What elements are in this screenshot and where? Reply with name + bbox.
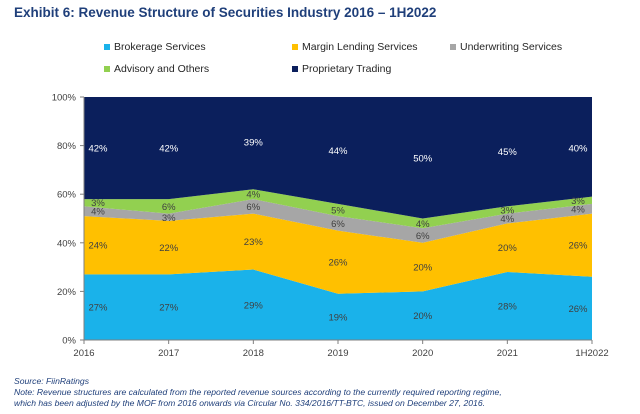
area-underwriting-services — [84, 199, 592, 243]
data-label-underwriting-services-1h2022: 4% — [571, 204, 585, 215]
data-label-margin-lending-services-2017: 22% — [159, 243, 179, 254]
data-label-proprietary-trading-2019: 44% — [328, 146, 348, 157]
x-tick-label-2019: 2019 — [327, 348, 348, 359]
data-label-brokerage-services-2019: 19% — [328, 312, 348, 323]
data-label-advisory-and-others-2021: 3% — [500, 206, 514, 217]
data-label-brokerage-services-2020: 20% — [413, 311, 433, 322]
data-label-underwriting-services-2017: 3% — [162, 213, 176, 224]
legend-label-brokerage-services: Brokerage Services — [114, 41, 206, 53]
data-label-brokerage-services-1h2022: 26% — [568, 304, 588, 315]
data-label-underwriting-services-2021: 4% — [500, 214, 514, 225]
y-tick-label-60: 60% — [57, 190, 77, 201]
legend-item-margin-lending-services: Margin Lending Services — [292, 41, 418, 53]
x-tick-label-2021: 2021 — [497, 348, 518, 359]
axes: 0% 20% 40% 60% 80% 100% 2016 2017 2018 2019 2020 20… — [52, 93, 609, 360]
data-label-advisory-and-others-1h2022: 3% — [571, 196, 585, 207]
x-tick-label-1h2022: 1H2022 — [575, 348, 608, 359]
data-label-brokerage-services-2018: 29% — [244, 300, 264, 311]
data-label-margin-lending-services-2020: 20% — [413, 263, 433, 274]
y-tick-label-40: 40% — [57, 238, 77, 249]
data-label-advisory-and-others-2018: 4% — [246, 190, 260, 201]
data-label-margin-lending-services-2018: 23% — [244, 237, 264, 248]
data-label-underwriting-services-2016: 4% — [91, 207, 105, 218]
legend-swatch-margin-lending-services — [292, 44, 298, 50]
data-label-advisory-and-others-2016: 3% — [91, 198, 105, 209]
legend-swatch-proprietary-trading — [292, 66, 298, 72]
legend-swatch-advisory-and-others — [104, 66, 110, 72]
data-label-brokerage-services-2017: 27% — [159, 303, 179, 314]
data-label-margin-lending-services-1h2022: 26% — [568, 241, 588, 252]
area-margin-lending-services — [84, 213, 592, 294]
legend: Brokerage Services Margin Lending Service… — [104, 41, 562, 75]
data-label-brokerage-services-2016: 27% — [88, 303, 108, 314]
note-text-line-2: which has been adjusted by the MOF from … — [14, 398, 485, 408]
chart-footer: Source: FiinRatings Note: Revenue struct… — [14, 376, 502, 409]
y-tick-label-80: 80% — [57, 141, 77, 152]
legend-label-proprietary-trading: Proprietary Trading — [302, 63, 391, 75]
legend-item-proprietary-trading: Proprietary Trading — [292, 63, 391, 75]
legend-item-advisory-and-others: Advisory and Others — [104, 63, 209, 75]
data-label-proprietary-trading-2016: 42% — [88, 144, 108, 155]
data-labels: 27% 27% 29% 19% 20% 28% 26% 24% 22% 23% 26% 20% 20% 2… — [88, 138, 588, 324]
y-tick-label-100: 100% — [52, 93, 77, 104]
legend-item-underwriting-services: Underwriting Services — [450, 41, 562, 53]
y-tick-label-0: 0% — [62, 336, 76, 347]
note-text-line-1: Note: Revenue structures are calculated … — [14, 387, 502, 397]
data-label-margin-lending-services-2021: 20% — [498, 243, 518, 254]
source-text: Source: FiinRatings — [14, 376, 89, 386]
data-label-underwriting-services-2018: 6% — [246, 202, 260, 213]
x-tick-label-2020: 2020 — [412, 348, 433, 359]
data-label-proprietary-trading-1h2022: 40% — [568, 144, 588, 155]
data-label-advisory-and-others-2017: 6% — [162, 202, 176, 213]
area-advisory-and-others — [84, 189, 592, 229]
legend-label-advisory-and-others: Advisory and Others — [114, 63, 209, 75]
data-label-margin-lending-services-2016: 24% — [88, 241, 108, 252]
data-label-proprietary-trading-2020: 50% — [413, 153, 433, 164]
area-proprietary-trading — [84, 97, 592, 219]
x-tick-label-2017: 2017 — [158, 348, 179, 359]
legend-label-margin-lending-services: Margin Lending Services — [302, 41, 418, 53]
data-label-brokerage-services-2021: 28% — [498, 302, 518, 313]
data-label-proprietary-trading-2018: 39% — [244, 138, 264, 149]
chart-title: Exhibit 6: Revenue Structure of Securiti… — [14, 5, 437, 20]
legend-swatch-underwriting-services — [450, 44, 456, 50]
y-tick-label-20: 20% — [57, 287, 77, 298]
legend-swatch-brokerage-services — [104, 44, 110, 50]
legend-item-brokerage-services: Brokerage Services — [104, 41, 206, 53]
x-tick-label-2016: 2016 — [73, 348, 94, 359]
legend-label-underwriting-services: Underwriting Services — [460, 41, 562, 53]
data-label-proprietary-trading-2021: 45% — [498, 147, 518, 158]
data-label-proprietary-trading-2017: 42% — [159, 144, 179, 155]
stacked-areas — [84, 97, 592, 340]
data-label-underwriting-services-2019: 6% — [331, 219, 345, 230]
x-tick-label-2018: 2018 — [243, 348, 264, 359]
data-label-advisory-and-others-2020: 4% — [416, 219, 430, 230]
data-label-underwriting-services-2020: 6% — [416, 231, 430, 242]
data-label-margin-lending-services-2019: 26% — [328, 258, 348, 269]
data-label-advisory-and-others-2019: 5% — [331, 206, 345, 217]
area-brokerage-services — [84, 269, 592, 340]
